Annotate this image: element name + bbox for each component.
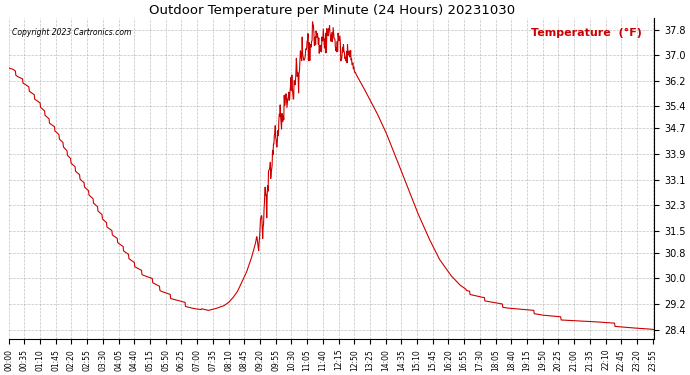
Text: Copyright 2023 Cartronics.com: Copyright 2023 Cartronics.com xyxy=(12,28,131,37)
Title: Outdoor Temperature per Minute (24 Hours) 20231030: Outdoor Temperature per Minute (24 Hours… xyxy=(148,4,515,17)
Text: Temperature  (°F): Temperature (°F) xyxy=(531,28,642,38)
